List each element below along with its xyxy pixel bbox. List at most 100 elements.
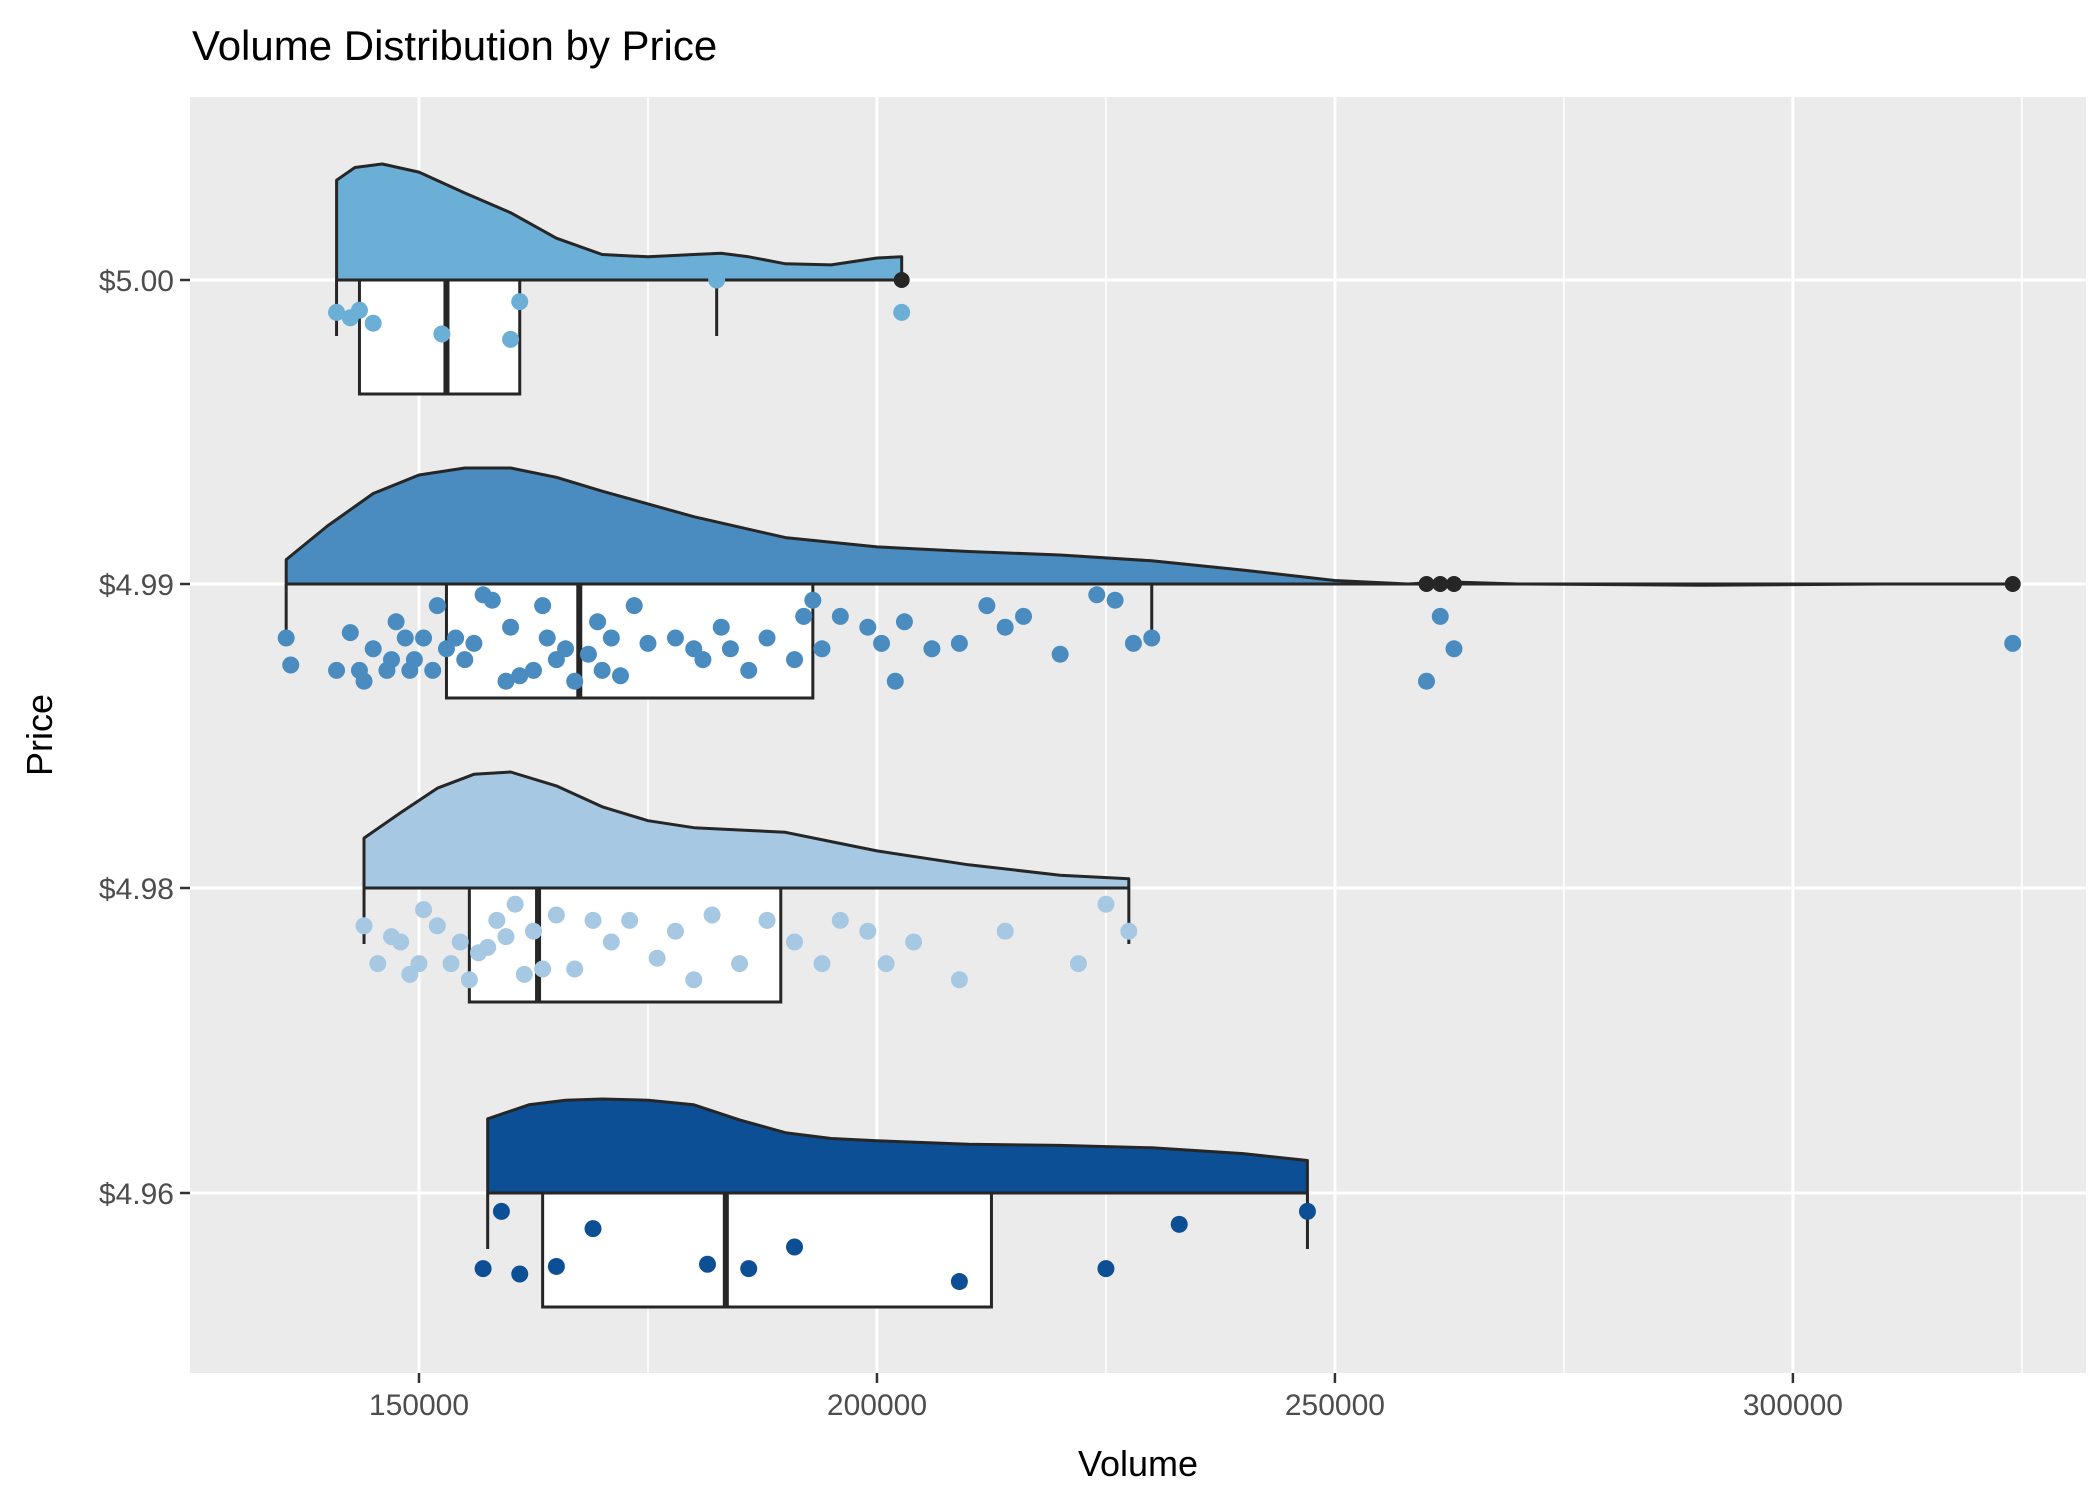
plot-data [277,162,2022,1309]
data-point [506,895,524,913]
data-point [383,651,401,669]
data-point [1097,895,1115,913]
data-point [277,629,295,647]
data-point [282,656,300,674]
data-point [474,1260,492,1278]
data-point [740,661,758,679]
data-point [950,971,968,989]
data-point [666,922,684,940]
data-point [831,607,849,625]
data-point [447,629,465,647]
chart-title: Volume Distribution by Price [192,22,717,69]
data-point [428,597,446,615]
data-point [442,955,460,973]
data-point [2004,634,2022,652]
data-point [648,949,666,967]
data-point [483,591,501,609]
data-point [996,922,1014,940]
data-point [712,618,730,636]
data-point [905,933,923,951]
data-point [534,960,552,978]
data-point [621,911,639,929]
data-point [566,672,584,690]
y-tick-label: $4.96 [99,1178,174,1211]
x-axis-label: Volume [1078,1443,1198,1484]
data-point [694,651,712,669]
data-point [579,645,597,663]
data-point [1051,645,1069,663]
density-cloud [486,1097,1309,1195]
data-point [364,314,382,332]
data-point [492,1202,510,1220]
data-point [625,597,643,615]
axes: $5.00 $4.99 $4.98 $4.96 150000 200000 250000 30… [99,265,1843,1422]
y-tick-label: $5.00 [99,265,174,298]
x-tick-label: 250000 [1285,1389,1385,1422]
raincloud-group [277,466,2022,700]
data-point [813,955,831,973]
data-point [893,303,911,321]
data-point [584,911,602,929]
data-point [731,955,749,973]
data-point [392,933,410,951]
data-point [460,971,478,989]
data-point [886,672,904,690]
box [541,1191,993,1309]
data-point [703,906,721,924]
x-tick-label: 150000 [369,1389,469,1422]
raincloud-group [355,770,1138,1004]
data-point [1097,1260,1115,1278]
data-point [341,624,359,642]
data-point [877,955,895,973]
density-cloud [335,162,904,282]
data-point [611,667,629,685]
y-axis-label: Price [19,694,60,776]
data-point [593,661,611,679]
data-point [433,325,451,343]
data-point [996,618,1014,636]
data-point [602,629,620,647]
data-point [740,1260,758,1278]
data-point [1298,1202,1316,1220]
data-point [538,629,556,647]
data-point [524,922,542,940]
data-point [685,971,703,989]
data-point [547,906,565,924]
outlier-point [893,272,910,288]
data-point [978,597,996,615]
data-point [804,591,822,609]
data-point [589,613,607,631]
data-point [515,965,533,983]
x-tick-label: 300000 [1743,1389,1843,1422]
outlier-point [2004,576,2021,592]
raincloud-group [474,1097,1316,1309]
data-point [813,640,831,658]
data-point [1120,922,1138,940]
data-point [497,672,515,690]
data-point [721,640,739,658]
outlier-point [1446,576,1462,592]
data-point [859,922,877,940]
data-point [786,1238,804,1256]
data-point [328,303,346,321]
outlier-point [1418,576,1435,592]
data-point [511,1265,529,1283]
data-point [355,917,373,935]
data-point [364,640,382,658]
data-point [456,651,474,669]
data-point [786,933,804,951]
data-point [369,955,387,973]
data-point [396,629,414,647]
raincloud-group [328,162,911,396]
data-point [502,618,520,636]
data-point [1170,1215,1188,1233]
data-point [859,618,877,636]
data-point [1015,607,1033,625]
data-point [950,1273,968,1291]
data-point [451,933,469,951]
data-point [1106,591,1124,609]
data-point [497,928,515,946]
data-point [355,672,373,690]
data-point [708,271,726,289]
data-point [511,293,529,311]
